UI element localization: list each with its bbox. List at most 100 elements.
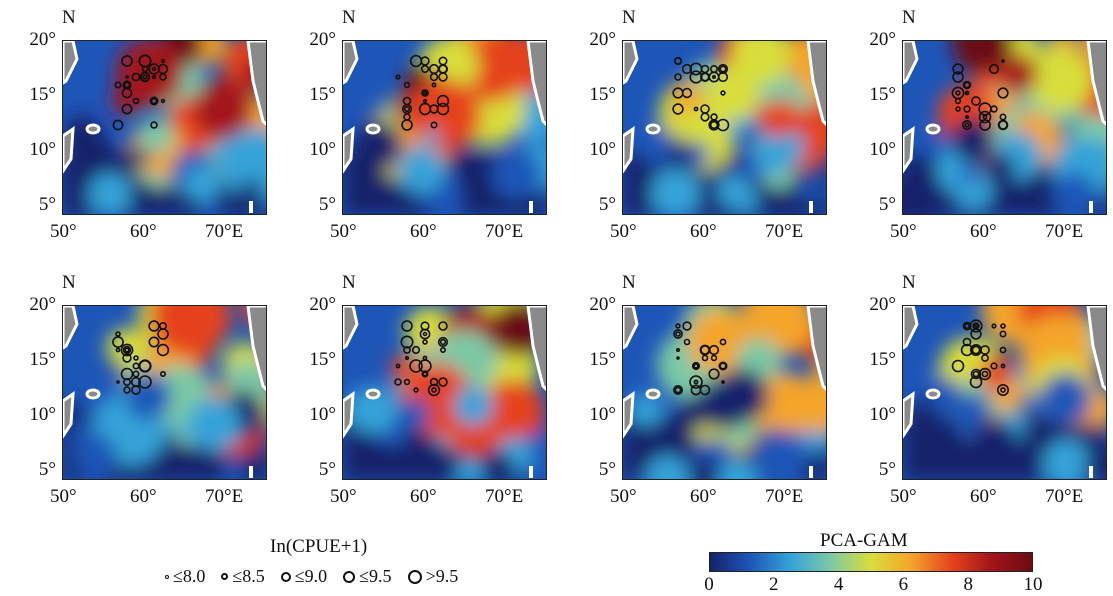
cpue-symbol	[115, 347, 121, 353]
x-tick-label: 50°	[50, 486, 77, 507]
cpue-symbol	[963, 322, 970, 329]
cpue-symbol	[401, 320, 413, 332]
heatmap	[342, 40, 547, 215]
cpue-legend-title: In(CPUE+1)	[270, 536, 368, 557]
cpue-symbol	[411, 345, 421, 355]
x-tick-label: 70°E	[1045, 221, 1084, 242]
cpue-symbol	[708, 368, 720, 380]
cpue-symbol	[131, 385, 141, 395]
cpue-symbol	[139, 71, 151, 83]
cpue-symbol	[112, 119, 124, 131]
cpue-symbol	[673, 329, 683, 339]
x-tick-label: 50°	[890, 221, 917, 242]
cpue-symbol	[999, 346, 1007, 354]
cpue-symbol	[997, 87, 1009, 99]
y-tick-label: 20°	[29, 29, 56, 50]
cpue-symbol	[132, 362, 140, 370]
cpue-symbol	[681, 63, 693, 75]
map-panel-6: N 20° 15° 10° 5° 50° 60° 70°E	[280, 265, 550, 555]
cpue-symbol	[112, 336, 124, 348]
colorbar-tick-label: 0	[704, 574, 714, 595]
cpue-symbol	[156, 343, 170, 357]
y-tick-label: 20°	[589, 294, 616, 315]
cpue-symbol	[122, 353, 132, 363]
colorbar-tick-label: 2	[769, 574, 779, 595]
cpue-symbol	[700, 112, 710, 122]
cpue-symbol	[712, 74, 717, 79]
cpue-symbol	[123, 81, 131, 89]
small-circle-icon	[221, 573, 229, 580]
cpue-symbol	[719, 65, 727, 73]
cpue-symbol	[710, 64, 719, 73]
cpue-symbol	[420, 64, 430, 74]
x-tick-label: 60°	[130, 486, 157, 507]
north-label: N	[342, 272, 356, 293]
heatmap	[902, 305, 1107, 480]
cpue-symbol	[413, 387, 419, 393]
cpue-symbol	[1000, 323, 1006, 329]
cpue-symbol	[421, 370, 429, 378]
cpue-symbol	[436, 94, 450, 108]
cpue-symbol	[395, 74, 401, 80]
cpue-symbol	[427, 383, 441, 397]
north-label: N	[902, 7, 916, 28]
y-tick-label: 10°	[869, 139, 896, 160]
cpue-symbol	[709, 120, 719, 130]
y-tick-label: 10°	[589, 139, 616, 160]
x-tick-label: 70°E	[205, 221, 244, 242]
cpue-symbol	[148, 63, 160, 75]
cpue-symbol	[148, 320, 160, 332]
cpue-symbol	[719, 362, 727, 370]
cpue-symbol	[133, 355, 139, 361]
heatmap	[62, 305, 267, 480]
cpue-symbol	[675, 323, 681, 329]
cpue-symbol	[431, 82, 437, 88]
cpue-symbol	[951, 359, 965, 373]
cpue-symbol	[991, 323, 997, 329]
cpue-symbol	[960, 343, 974, 357]
y-tick-label: 5°	[598, 194, 616, 215]
y-tick-label: 10°	[869, 404, 896, 425]
heatmap	[622, 305, 827, 480]
cpue-symbol	[421, 89, 429, 97]
cpue-symbol	[952, 63, 964, 75]
x-tick-label: 60°	[410, 486, 437, 507]
cpue-symbol	[691, 361, 701, 371]
legend-item-1: ≤8.0	[165, 566, 205, 587]
cpue-symbol	[400, 335, 414, 349]
colorbar-tick-label: 10	[1023, 574, 1043, 595]
y-tick-label: 5°	[38, 194, 56, 215]
y-tick-label: 15°	[589, 349, 616, 370]
legend-label: ≤8.5	[232, 566, 265, 586]
cpue-symbol	[970, 343, 983, 356]
cpue-symbol	[682, 321, 692, 331]
cpue-symbol	[675, 347, 680, 352]
cpue-symbol	[160, 98, 166, 104]
y-tick-label: 10°	[589, 404, 616, 425]
cpue-symbol	[403, 346, 411, 354]
heatmap	[342, 305, 547, 480]
map-panel-2: N 20° 15° 10° 5° 50° 60° 70°E	[280, 0, 550, 290]
cpue-symbol	[710, 113, 718, 121]
cpue-symbol	[159, 321, 168, 330]
cpue-symbol	[121, 55, 133, 67]
cpue-symbol	[138, 375, 152, 389]
cpue-symbol	[120, 343, 134, 357]
medium-circle-icon	[280, 571, 291, 582]
y-tick-label: 10°	[309, 139, 336, 160]
cpue-symbol	[418, 102, 432, 116]
cpue-symbol	[152, 74, 157, 79]
x-tick-label: 70°E	[765, 221, 804, 242]
cpue-symbol	[693, 363, 699, 369]
cpue-symbol	[721, 380, 725, 384]
cpue-symbol	[422, 339, 428, 345]
map-panel-1: N 20° 15° 10° 5° 50° 60° 70°E	[0, 0, 270, 290]
x-tick-label: 50°	[890, 486, 917, 507]
y-tick-label: 20°	[309, 29, 336, 50]
map-panel-7: N 20° 15° 10° 5° 50° 60° 70°E	[560, 265, 830, 555]
cpue-symbol	[962, 337, 972, 347]
x-tick-label: 50°	[330, 486, 357, 507]
cpue-symbol	[430, 121, 438, 129]
cpue-symbol	[125, 75, 129, 79]
cpue-symbol	[138, 54, 152, 68]
